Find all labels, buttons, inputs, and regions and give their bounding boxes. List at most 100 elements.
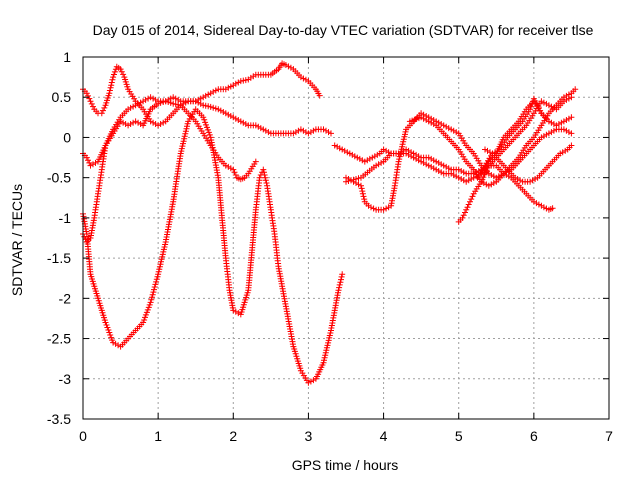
data-point-sat-i <box>467 198 473 205</box>
data-point-sat-a <box>149 291 156 298</box>
data-point-sat-c <box>88 100 95 107</box>
data-point-sat-d <box>252 158 259 165</box>
data-point-sat-a <box>261 172 268 178</box>
y-tick-label-8: 0.5 <box>52 89 72 105</box>
data-point-sat-f <box>359 188 366 195</box>
y-tick-label-4: -1.5 <box>47 250 71 266</box>
data-point-sat-i <box>460 212 467 219</box>
data-point-sat-f <box>568 130 575 137</box>
data-point-sat-f <box>358 182 364 189</box>
data-point-sat-a <box>107 332 114 338</box>
data-point-sat-b <box>262 127 269 134</box>
data-point-sat-j <box>527 106 534 113</box>
data-point-sat-i <box>468 196 475 203</box>
data-point-sat-c <box>83 90 90 97</box>
data-point-sat-a <box>263 180 270 186</box>
data-point-sat-a <box>337 279 344 286</box>
x-tick-label-4: 4 <box>380 428 388 444</box>
data-point-sat-c <box>111 68 118 75</box>
data-point-sat-c <box>117 66 124 73</box>
x-tick-label-0: 0 <box>79 428 87 444</box>
data-point-sat-a <box>151 286 157 293</box>
data-point-sat-d <box>231 169 238 176</box>
data-point-sat-c <box>87 98 94 105</box>
data-point-sat-d <box>83 154 90 161</box>
data-point-sat-a <box>262 174 269 181</box>
data-point-sat-e <box>549 205 556 212</box>
data-point-sat-h <box>572 86 579 93</box>
y-tick-label-6: -0.5 <box>47 170 71 186</box>
data-point-sat-i <box>463 206 470 213</box>
data-point-sat-c <box>111 71 117 78</box>
data-point-sat-d <box>230 166 237 173</box>
data-point-sat-j <box>537 107 544 114</box>
data-point-sat-a <box>260 166 267 173</box>
data-point-sat-c <box>120 71 127 78</box>
data-point-sat-f <box>358 185 365 192</box>
y-tick-label-1: -3 <box>59 371 72 387</box>
data-point-sat-a <box>256 174 263 181</box>
data-point-sat-c <box>108 82 115 89</box>
data-point-sat-g <box>568 114 575 121</box>
data-point-sat-j <box>529 101 535 108</box>
data-point-sat-c <box>90 103 96 110</box>
x-tick-label-6: 6 <box>530 428 538 444</box>
data-marks <box>80 60 579 386</box>
data-point-sat-i <box>469 193 476 200</box>
data-point-sat-d <box>86 159 93 166</box>
data-point-sat-a <box>154 273 161 280</box>
y-tick-label-5: -1 <box>59 210 72 226</box>
data-point-sat-a <box>141 317 148 323</box>
data-point-sat-i <box>568 94 575 101</box>
data-point-sat-c <box>106 90 113 97</box>
data-point-sat-a <box>338 276 344 283</box>
data-point-sat-a <box>201 116 208 123</box>
data-point-sat-a <box>148 296 155 303</box>
data-point-sat-a <box>262 177 269 184</box>
data-point-sat-c <box>109 76 116 83</box>
data-point-sat-c <box>86 95 93 102</box>
data-point-sat-c <box>108 79 115 86</box>
data-point-sat-a <box>151 284 158 290</box>
data-point-sat-i <box>465 201 472 208</box>
data-point-sat-a <box>261 169 267 176</box>
data-point-sat-c <box>110 74 117 81</box>
data-point-sat-i <box>464 204 471 211</box>
data-point-sat-i <box>459 214 466 221</box>
chart-title: Day 015 of 2014, Sidereal Day-to-day VTE… <box>93 22 594 38</box>
data-point-sat-a <box>336 281 343 288</box>
data-point-sat-j <box>534 102 541 109</box>
data-point-sat-a <box>339 271 346 278</box>
y-tick-label-7: 0 <box>63 129 71 145</box>
data-point-sat-c <box>98 110 105 117</box>
data-point-sat-b <box>210 104 217 111</box>
data-point-sat-b <box>328 130 334 137</box>
x-tick-label-2: 2 <box>229 428 237 444</box>
x-axis-label: GPS time / hours <box>292 457 399 473</box>
data-point-sat-c <box>210 88 217 95</box>
data-point-sat-f <box>361 196 368 203</box>
y-tick-label-0: -3.5 <box>47 411 71 427</box>
data-point-sat-c <box>316 92 323 99</box>
axis-ticks: 0 1 2 3 4 5 6 7 -3.5 -3 -2.5 -2 -1.5 -1 -0.5 0 0.5 1 <box>47 49 613 444</box>
x-tick-label-5: 5 <box>455 428 463 444</box>
data-point-sat-j <box>528 103 534 110</box>
data-point-sat-a <box>335 287 342 294</box>
data-point-sat-f <box>359 190 366 197</box>
y-tick-label-3: -2 <box>59 290 72 306</box>
data-point-sat-a <box>153 278 160 285</box>
data-point-sat-c <box>157 121 164 127</box>
data-point-sat-c <box>85 92 91 99</box>
data-point-sat-c <box>107 84 114 91</box>
y-tick-label-2: -2.5 <box>47 331 71 347</box>
data-point-sat-c <box>118 68 125 75</box>
data-point-sat-c <box>106 87 113 94</box>
data-point-sat-j <box>535 104 542 111</box>
data-point-sat-b <box>81 233 88 240</box>
data-point-sat-a <box>336 284 343 291</box>
data-point-sat-a <box>338 273 345 280</box>
data-point-sat-h <box>420 115 427 122</box>
plot-frame <box>82 56 610 420</box>
data-point-sat-d <box>85 157 91 164</box>
